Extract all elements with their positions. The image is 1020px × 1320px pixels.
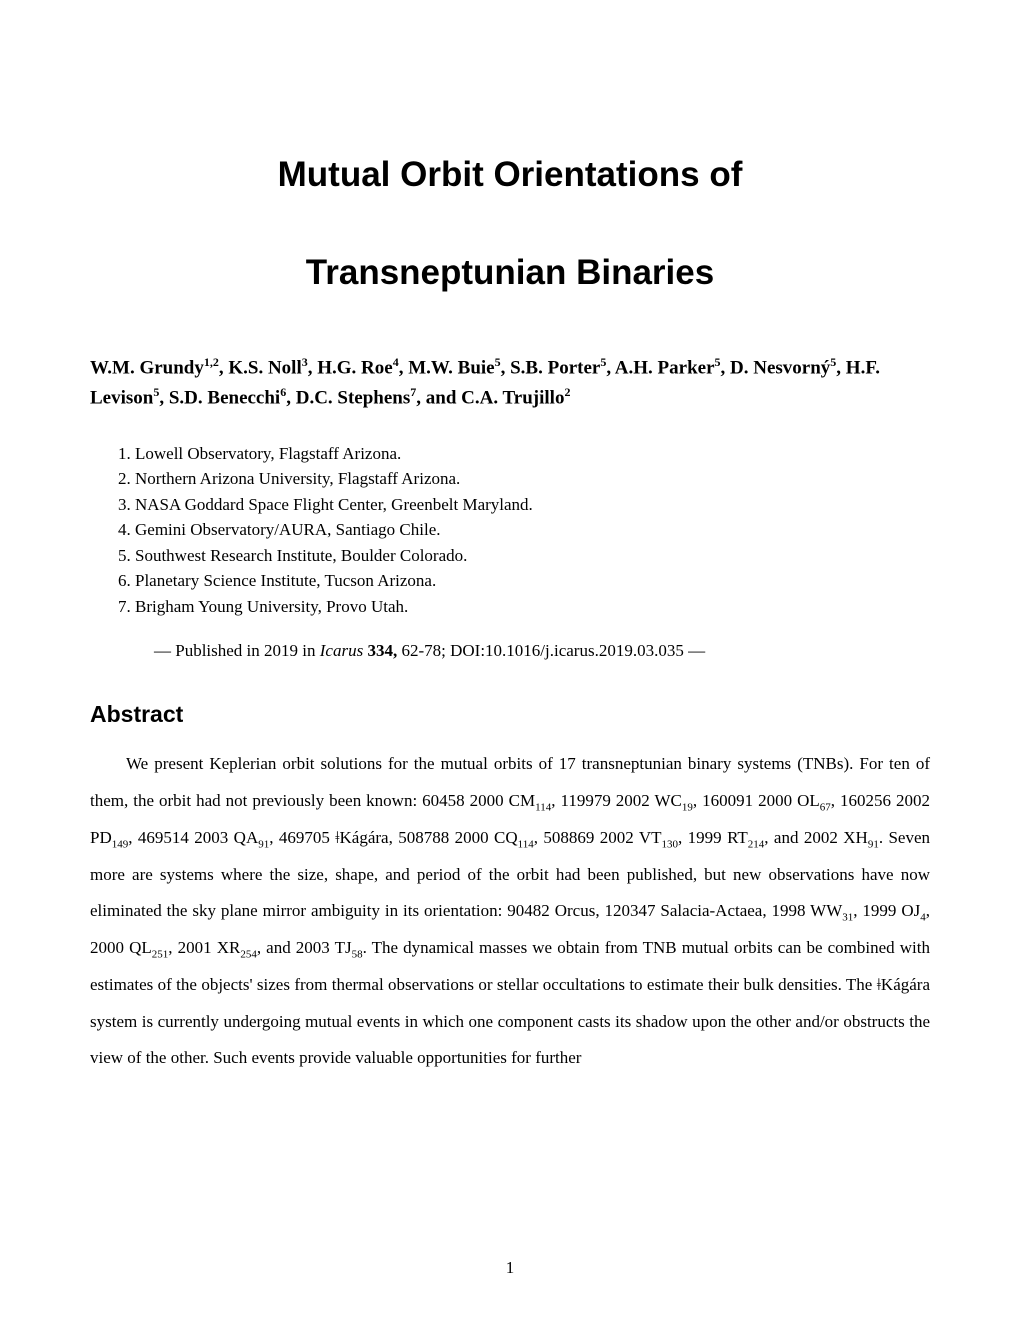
author-text: , D.C. Stephens: [286, 387, 410, 408]
abstract-sub: 114: [518, 838, 534, 850]
abstract-text: , 469705 ǂKágára, 508788 2000 CQ: [269, 828, 517, 847]
author-text: , K.S. Noll: [219, 357, 302, 378]
title-line-1: Mutual Orbit Orientations of: [90, 155, 930, 195]
abstract-sub: 19: [682, 801, 693, 813]
abstract-text: . The dynamical masses we obtain from TN…: [90, 938, 930, 1067]
abstract-sub: 58: [352, 949, 363, 961]
page-number: 1: [0, 1258, 1020, 1278]
author-text: , H.G. Roe: [308, 357, 393, 378]
abstract-sub: 114: [535, 801, 551, 813]
title-line-2: Transneptunian Binaries: [90, 253, 930, 293]
title-gap: [90, 195, 930, 253]
abstract-sub: 31: [842, 912, 853, 924]
abstract-text: , 1999 RT: [678, 828, 748, 847]
affiliation-item: 4. Gemini Observatory/AURA, Santiago Chi…: [118, 517, 930, 543]
affiliations-list: 1. Lowell Observatory, Flagstaff Arizona…: [118, 441, 930, 620]
abstract-sub: 130: [662, 838, 679, 850]
abstract-sub: 91: [868, 838, 879, 850]
author-sup: 2: [564, 385, 570, 399]
abstract-text: , 508869 2002 VT: [534, 828, 662, 847]
abstract-text: , 160091 2000 OL: [693, 791, 820, 810]
pub-journal: Icarus: [320, 641, 368, 660]
abstract-heading: Abstract: [90, 701, 930, 728]
affiliation-item: 7. Brigham Young University, Provo Utah.: [118, 594, 930, 620]
abstract-text: , 119979 2002 WC: [551, 791, 682, 810]
pub-vol: 334,: [367, 641, 397, 660]
paper-page: Mutual Orbit Orientations of Transneptun…: [0, 0, 1020, 1117]
abstract-sub: 67: [820, 801, 831, 813]
abstract-text: , 1999 OJ: [853, 901, 920, 920]
publication-line: — Published in 2019 in Icarus 334, 62-78…: [154, 641, 930, 661]
affiliation-item: 5. Southwest Research Institute, Boulder…: [118, 543, 930, 569]
title-block: Mutual Orbit Orientations of Transneptun…: [90, 155, 930, 293]
abstract-body: We present Keplerian orbit solutions for…: [90, 746, 930, 1077]
pub-rest: 62-78; DOI:10.1016/j.icarus.2019.03.035 …: [397, 641, 705, 660]
pub-prefix: — Published in 2019 in: [154, 641, 320, 660]
author-text: W.M. Grundy: [90, 357, 204, 378]
abstract-sub: 254: [240, 949, 257, 961]
author-sup: 1,2: [204, 355, 219, 369]
abstract-sub: 251: [152, 949, 169, 961]
abstract-text: , 469514 2003 QA: [128, 828, 258, 847]
author-text: , M.W. Buie: [399, 357, 495, 378]
affiliation-item: 2. Northern Arizona University, Flagstaf…: [118, 466, 930, 492]
abstract-sub: 149: [112, 838, 129, 850]
author-text: , S.B. Porter: [501, 357, 601, 378]
abstract-text: , 2001 XR: [168, 938, 240, 957]
author-text: , D. Nesvorný: [721, 357, 831, 378]
abstract-sub: 91: [258, 838, 269, 850]
affiliation-item: 6. Planetary Science Institute, Tucson A…: [118, 568, 930, 594]
author-text: , S.D. Benecchi: [159, 387, 280, 408]
author-text: , and C.A. Trujillo: [416, 387, 564, 408]
abstract-text: , and 2002 XH: [764, 828, 868, 847]
authors-line: W.M. Grundy1,2, K.S. Noll3, H.G. Roe4, M…: [90, 353, 930, 413]
abstract-sub: 214: [748, 838, 765, 850]
author-text: , A.H. Parker: [606, 357, 714, 378]
abstract-text: , and 2003 TJ: [257, 938, 352, 957]
affiliation-item: 3. NASA Goddard Space Flight Center, Gre…: [118, 492, 930, 518]
affiliation-item: 1. Lowell Observatory, Flagstaff Arizona…: [118, 441, 930, 467]
